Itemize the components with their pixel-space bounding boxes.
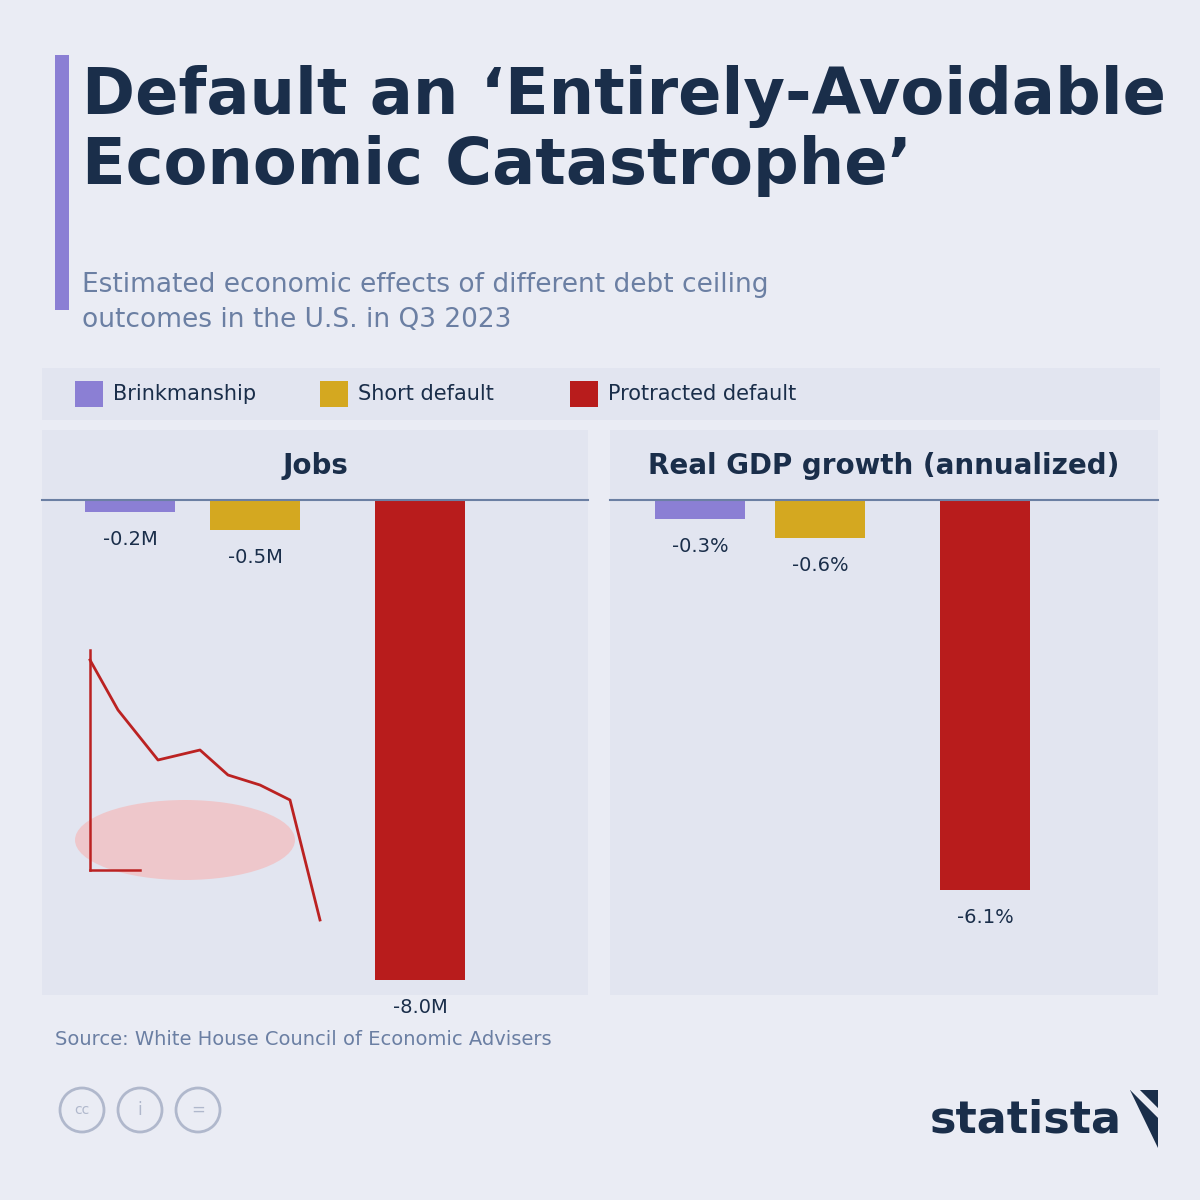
Text: cc: cc [74,1103,90,1117]
Polygon shape [1130,1090,1158,1148]
Bar [85,500,175,512]
Bar [775,500,865,539]
Text: Real GDP growth (annualized): Real GDP growth (annualized) [648,452,1120,480]
Bar [74,382,103,407]
Bar [655,500,745,520]
Text: Protracted default: Protracted default [608,384,797,404]
Ellipse shape [74,800,295,880]
Text: Brinkmanship: Brinkmanship [113,384,256,404]
Text: Default an ‘Entirely-Avoidable
Economic Catastrophe’: Default an ‘Entirely-Avoidable Economic … [82,65,1166,197]
Text: -8.0M: -8.0M [392,998,448,1018]
Text: -0.5M: -0.5M [228,548,282,566]
Text: i: i [138,1102,143,1118]
Text: -0.3%: -0.3% [672,538,728,557]
Text: -0.2M: -0.2M [103,530,157,550]
Text: Source: White House Council of Economic Advisers: Source: White House Council of Economic … [55,1030,552,1049]
Text: statista: statista [930,1098,1122,1141]
Bar [42,430,588,995]
Text: Short default: Short default [358,384,494,404]
Text: -0.6%: -0.6% [792,557,848,575]
Bar [320,382,348,407]
Text: -6.1%: -6.1% [956,908,1013,928]
Bar [610,430,1158,995]
Bar [210,500,300,530]
Text: Jobs: Jobs [282,452,348,480]
Bar [55,55,70,310]
Bar [570,382,598,407]
Bar [42,368,1160,420]
Bar [940,500,1030,890]
Text: Estimated economic effects of different debt ceiling
outcomes in the U.S. in Q3 : Estimated economic effects of different … [82,272,768,332]
Text: =: = [191,1102,205,1118]
Bar [374,500,466,980]
